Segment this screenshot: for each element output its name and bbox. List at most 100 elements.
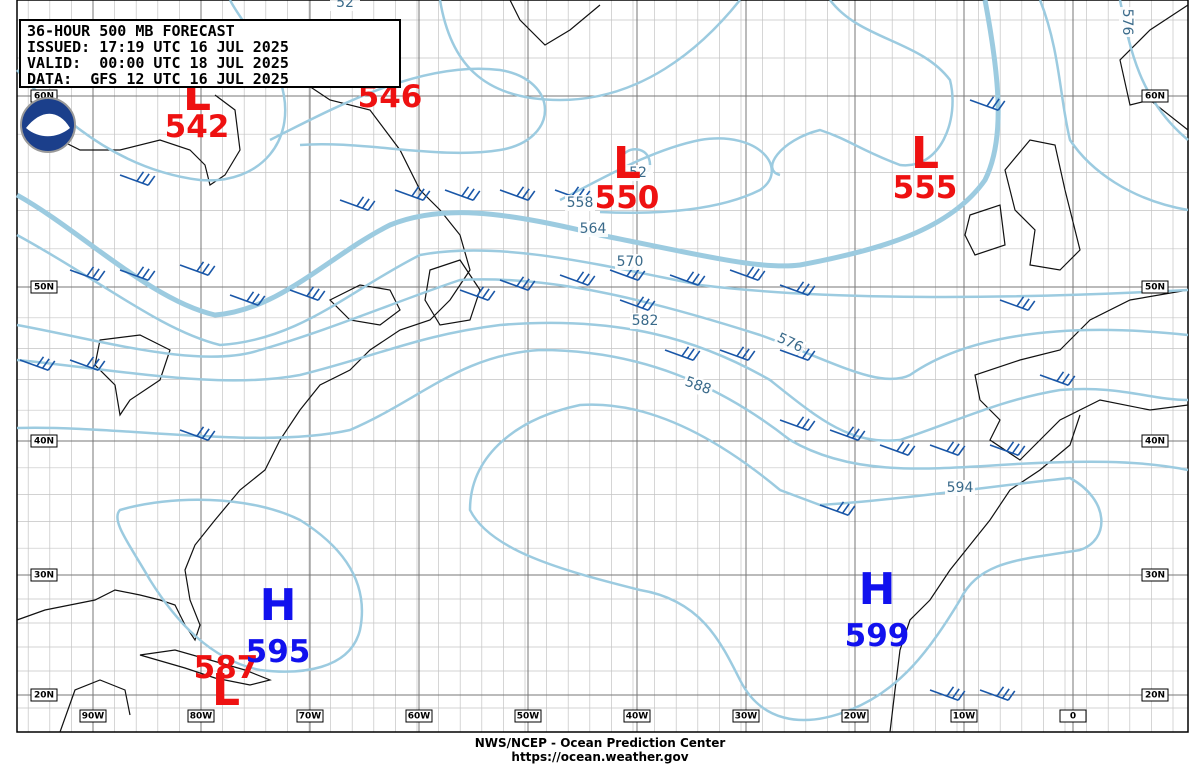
barb-feather bbox=[1001, 688, 1010, 699]
contour-label-bg bbox=[681, 373, 715, 399]
barb-feather bbox=[857, 430, 866, 441]
barb-feather bbox=[1027, 300, 1036, 311]
barb-feather bbox=[136, 266, 145, 277]
barb-feather bbox=[846, 426, 855, 437]
barb-feather bbox=[801, 418, 810, 429]
center-symbol: L bbox=[911, 128, 939, 179]
contour-label: 52 bbox=[629, 165, 647, 181]
contour-label: 570 bbox=[617, 254, 644, 270]
coastline bbox=[964, 204, 1006, 256]
contour-label: 564 bbox=[580, 221, 607, 237]
barb-staff bbox=[394, 189, 424, 202]
barb-staff bbox=[979, 689, 1009, 702]
barb-staff bbox=[499, 279, 529, 292]
barb-feather bbox=[692, 350, 701, 361]
barb-feather bbox=[901, 443, 910, 454]
wind-barb bbox=[19, 356, 56, 372]
barb-feather bbox=[807, 350, 816, 361]
barb-feather bbox=[691, 273, 700, 284]
barb-feather bbox=[757, 270, 766, 281]
lon-label: 10W bbox=[953, 712, 976, 722]
barb-feather bbox=[637, 270, 646, 281]
barb-feather bbox=[571, 186, 580, 197]
wind-barb bbox=[979, 686, 1016, 702]
lat-label: 20N bbox=[34, 691, 54, 701]
wind-barb bbox=[339, 196, 376, 212]
barb-feather bbox=[97, 360, 106, 371]
barb-feather bbox=[521, 278, 530, 289]
barb-feather bbox=[1006, 441, 1015, 452]
wind-barb bbox=[929, 441, 966, 457]
center-value: 595 bbox=[246, 634, 311, 670]
wind-barb bbox=[969, 96, 1006, 112]
barb-feather bbox=[521, 188, 530, 199]
lon-label-box bbox=[1059, 709, 1087, 723]
barb-feather bbox=[841, 503, 850, 514]
barb-feather bbox=[207, 265, 216, 276]
lon-label-box bbox=[732, 709, 760, 723]
barb-feather bbox=[201, 428, 210, 439]
lon-label-box bbox=[79, 709, 107, 723]
barb-staff bbox=[499, 189, 529, 202]
lat-label: 30N bbox=[34, 571, 54, 581]
barb-feather bbox=[472, 190, 481, 201]
barb-staff bbox=[229, 294, 259, 307]
barb-feather bbox=[801, 283, 810, 294]
contour-label-bg bbox=[578, 221, 608, 237]
wind-barb bbox=[119, 266, 156, 282]
barb-staff bbox=[119, 174, 149, 187]
barb-feather bbox=[527, 190, 536, 201]
barb-staff bbox=[19, 359, 49, 372]
barb-feather bbox=[47, 360, 56, 371]
barb-feather bbox=[516, 186, 525, 197]
barb-feather bbox=[86, 266, 95, 277]
barb-feather bbox=[1067, 375, 1076, 386]
barb-staff bbox=[969, 99, 999, 112]
lon-label-box bbox=[950, 709, 978, 723]
wind-barb bbox=[289, 286, 326, 302]
barb-staff bbox=[119, 269, 149, 282]
wind-barb bbox=[69, 266, 106, 282]
barb-feather bbox=[1007, 690, 1016, 701]
barb-feather bbox=[836, 501, 845, 512]
barb-feather bbox=[207, 430, 216, 441]
lon-label: 40W bbox=[626, 712, 649, 722]
barb-feather bbox=[587, 275, 596, 286]
wind-barb bbox=[779, 281, 816, 297]
contour-label-bg bbox=[565, 195, 595, 211]
contour-label-bg bbox=[945, 480, 975, 496]
coastline bbox=[509, 0, 601, 46]
barb-feather bbox=[141, 268, 150, 279]
lon-label-box bbox=[405, 709, 433, 723]
barb-feather bbox=[147, 175, 156, 186]
wind-barb bbox=[229, 291, 266, 307]
coastline bbox=[889, 414, 1081, 733]
contour bbox=[16, 233, 1189, 347]
barb-feather bbox=[681, 346, 690, 357]
barb-feather bbox=[487, 290, 496, 301]
contour bbox=[16, 348, 1189, 472]
barb-staff bbox=[459, 289, 489, 302]
wind-barb bbox=[1039, 371, 1076, 387]
center-value: 599 bbox=[845, 618, 910, 654]
wind-barb bbox=[619, 296, 656, 312]
barb-feather bbox=[86, 356, 95, 367]
barb-feather bbox=[997, 100, 1006, 111]
barb-staff bbox=[669, 274, 699, 287]
barb-feather bbox=[1017, 445, 1026, 456]
contour bbox=[16, 321, 1189, 442]
barb-feather bbox=[576, 271, 585, 282]
contour-label: 588 bbox=[683, 374, 714, 398]
wind-barb bbox=[119, 171, 156, 187]
coastline bbox=[16, 79, 471, 642]
center-value: 555 bbox=[893, 170, 958, 206]
wind-barb bbox=[829, 426, 866, 442]
barb-feather bbox=[1061, 373, 1070, 384]
barb-feather bbox=[686, 348, 695, 359]
lon-label: 0 bbox=[1070, 712, 1076, 722]
center-symbol: H bbox=[260, 580, 297, 631]
center-value: 587 bbox=[194, 650, 259, 686]
lat-label: 60N bbox=[1145, 92, 1165, 102]
lon-label: 90W bbox=[82, 712, 105, 722]
barb-feather bbox=[736, 346, 745, 357]
